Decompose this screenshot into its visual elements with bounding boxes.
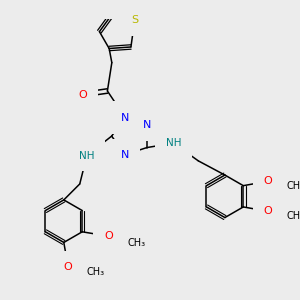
Text: NH: NH <box>79 151 94 160</box>
Text: N: N <box>121 150 129 160</box>
Text: O: O <box>264 176 272 186</box>
Text: CH₃: CH₃ <box>286 181 300 191</box>
Text: CH₃: CH₃ <box>286 211 300 221</box>
Text: S: S <box>131 15 138 25</box>
Text: O: O <box>264 206 272 216</box>
Text: O: O <box>104 231 113 241</box>
Text: CH₃: CH₃ <box>127 238 145 248</box>
Text: O: O <box>64 262 73 272</box>
Text: NH: NH <box>166 138 181 148</box>
Text: N: N <box>143 120 151 130</box>
Text: CH₃: CH₃ <box>87 267 105 277</box>
Text: O: O <box>78 89 87 100</box>
Text: N: N <box>121 112 129 123</box>
